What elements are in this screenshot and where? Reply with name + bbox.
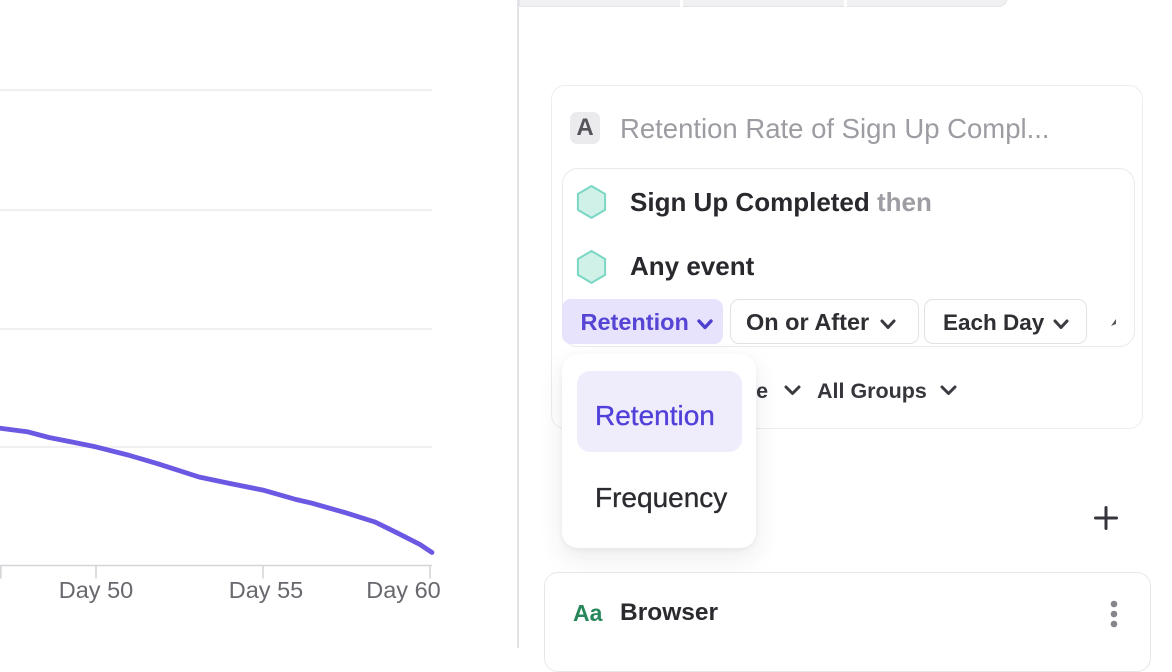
svg-text:Day 55: Day 55 [229, 577, 303, 603]
svg-text:Day 50: Day 50 [59, 577, 133, 603]
svg-text:Day 60: Day 60 [366, 577, 440, 603]
